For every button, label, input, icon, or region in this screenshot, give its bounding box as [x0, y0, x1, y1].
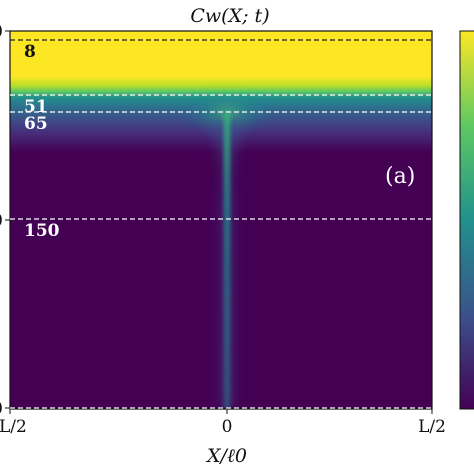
colorbar-gradient [459, 30, 474, 410]
y-tick-label: 0 [0, 211, 3, 231]
panel-label: (a) [385, 164, 415, 189]
y-tick-label: 0 [0, 22, 3, 42]
x-tick-label: 0 [222, 417, 233, 437]
reference-line-label: 150 [24, 221, 60, 241]
colorbar [459, 30, 474, 410]
reference-line-label: 300 [24, 410, 60, 430]
x-axis-label: X/ℓ0 [205, 445, 247, 467]
y-tick-label: 00 [0, 399, 3, 419]
x-tick-label: -L/2 [0, 417, 27, 437]
heatmap [10, 31, 432, 409]
x-axis: -L/2 0 L/2 X/ℓ0 [0, 409, 446, 467]
central-spike [224, 112, 230, 409]
reference-line-label: 8 [24, 42, 36, 62]
y-axis: 0 0 00 [0, 22, 10, 419]
reference-line-label: 65 [24, 114, 48, 134]
heatmap-background [10, 31, 432, 409]
chart-title: Cw(X; t) [190, 5, 269, 27]
x-tick-label: L/2 [418, 417, 446, 437]
